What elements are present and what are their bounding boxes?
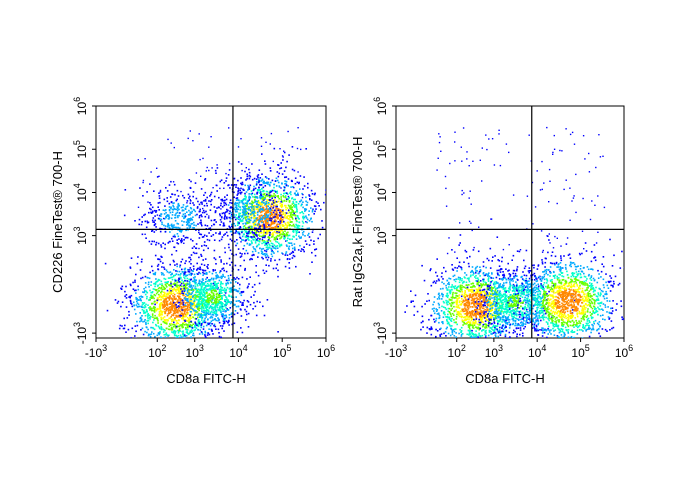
plot-panel-isotype: -103 102 103 104 105 106 -103 103 104 105 106 CD8a … [350, 97, 633, 386]
x-tick-label: 105 [273, 343, 291, 360]
population-1 [460, 254, 576, 338]
x-tick-label: -103 [385, 343, 407, 360]
y-tick-label: 103 [372, 226, 389, 244]
x-tick-label: 102 [448, 343, 466, 360]
population-3 [189, 146, 326, 278]
x-tick-label: -103 [85, 343, 107, 360]
x-tick-label: 104 [528, 343, 546, 360]
y-tick-label: 105 [72, 140, 89, 158]
x-tick-label: 103 [485, 343, 503, 360]
x-tick-label: 106 [317, 343, 335, 360]
population-1 [123, 172, 232, 267]
y-axis-label: Rat IgG2a,k FineTest® 700-H [350, 137, 365, 308]
population-2 [495, 235, 624, 338]
y-axis-label: CD226 FineTest® 700-H [50, 151, 65, 293]
x-axis-label: CD8a FITC-H [166, 371, 245, 386]
y-tick-label: 104 [372, 183, 389, 201]
x-tick-label: 102 [148, 343, 166, 360]
y-tick-label: 106 [72, 97, 89, 115]
event-dots [404, 126, 624, 338]
x-tick-label: 105 [571, 343, 589, 360]
x-tick-label: 103 [186, 343, 204, 360]
sparse-events [137, 127, 307, 255]
plot-panel-cd226: -103 102 103 104 105 106 -103 103 104 105 106 CD8a … [50, 97, 335, 386]
y-tick-label: -103 [72, 322, 89, 344]
y-tick-label: 106 [372, 97, 389, 115]
plot-frame [395, 105, 625, 339]
y-tick-label: -103 [372, 322, 389, 344]
x-tick-label: 106 [615, 343, 633, 360]
plot-frame [95, 105, 327, 339]
sparse-events [436, 126, 606, 255]
x-tick-label: 104 [229, 343, 247, 360]
y-tick-label: 104 [72, 183, 89, 201]
y-tick-label: 103 [72, 226, 89, 244]
population-0 [104, 221, 248, 338]
y-tick-label: 105 [372, 140, 389, 158]
x-axis-label: CD8a FITC-H [465, 371, 544, 386]
